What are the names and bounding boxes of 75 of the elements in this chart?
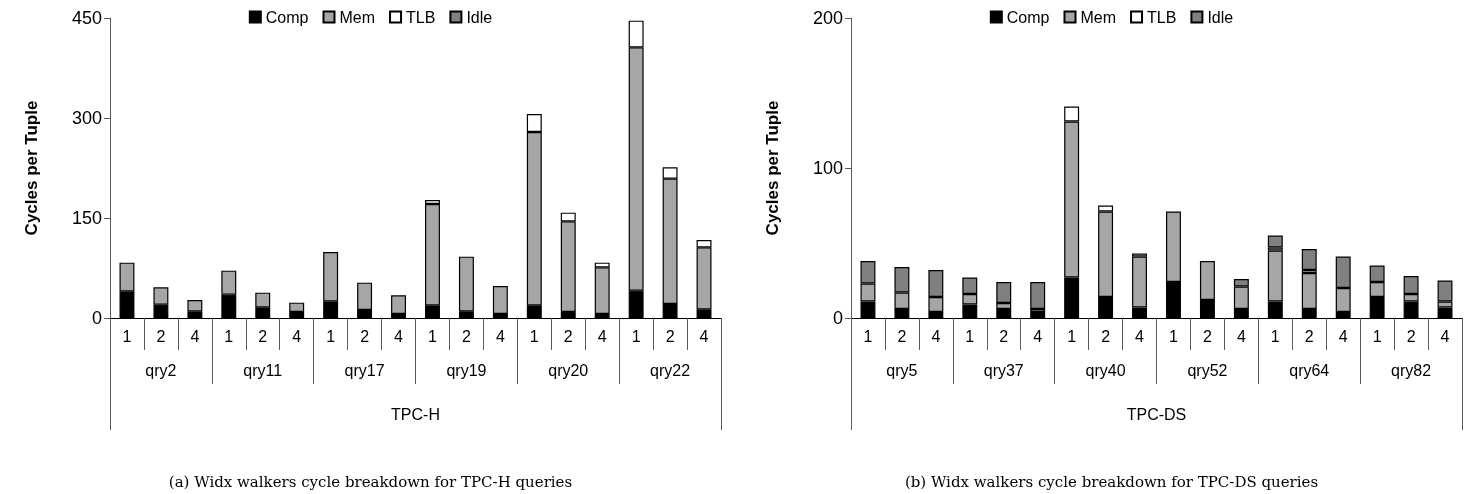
x-tick-label: 4 — [1440, 327, 1450, 345]
x-tick-label: 2 — [999, 327, 1009, 345]
x-tick-label: 4 — [699, 327, 709, 345]
y-tick-label: 150 — [71, 208, 102, 228]
legend-label: Comp — [265, 8, 309, 26]
bar — [492, 286, 508, 314]
text: qry37 — [983, 361, 1024, 379]
x-tick-label: 1 — [1067, 327, 1077, 345]
y-tick-label: 200 — [812, 8, 843, 28]
x-tick-label: 2 — [1406, 327, 1416, 345]
y-axis-title: Cycles per Tuple — [763, 100, 782, 236]
x-tick-label: 4 — [1338, 327, 1348, 345]
text: qry20 — [548, 361, 589, 379]
text: qry22 — [650, 361, 691, 379]
x-tick-label: 2 — [563, 327, 573, 345]
x-tick-label: 4 — [597, 327, 607, 345]
x-tick-label: 4 — [292, 327, 302, 345]
text: qry40 — [1085, 361, 1126, 379]
x-tick-label: 1 — [529, 327, 539, 345]
x-tick-label: 2 — [156, 327, 166, 345]
legend-label: Idle — [1207, 8, 1234, 26]
y-axis-title: Cycles per Tuple — [22, 100, 41, 236]
bar — [594, 267, 610, 314]
legend-label: TLB — [406, 8, 436, 26]
x-tick-label: 4 — [931, 327, 941, 345]
text: qry82 — [1391, 361, 1432, 379]
legend-label: Mem — [1080, 8, 1117, 26]
legend-label: TLB — [1147, 8, 1177, 26]
y-tick-label: 0 — [91, 308, 102, 328]
bar — [1301, 249, 1317, 270]
x-tick-label: 1 — [428, 327, 438, 345]
text: qry17 — [344, 361, 385, 379]
bar — [391, 295, 406, 314]
y-tick-label: 100 — [812, 158, 843, 178]
legend-label: Idle — [466, 8, 493, 26]
x-tick-label: 2 — [360, 327, 370, 345]
x-tick-label: 1 — [326, 327, 336, 345]
x-tick-label: 4 — [190, 327, 200, 345]
text: (b) Widx walkers cycle breakdown for TPC-DS queries — [904, 472, 1319, 491]
x-tick-label: 4 — [1236, 327, 1246, 345]
x-tick-label: 4 — [495, 327, 505, 345]
text: qry19 — [446, 361, 487, 379]
x-tick-label: 4 — [1033, 327, 1043, 345]
text: qry64 — [1289, 361, 1330, 379]
x-axis-title: TPC-H — [391, 405, 440, 423]
text: (a) Widx walkers cycle breakdown for TPC-H queries — [168, 472, 573, 491]
x-tick-label: 2 — [1101, 327, 1111, 345]
x-tick-label: 1 — [122, 327, 132, 345]
y-tick-label: 0 — [832, 308, 843, 328]
x-tick-label: 1 — [631, 327, 641, 345]
text: qry52 — [1187, 361, 1228, 379]
bar — [1267, 235, 1283, 248]
legend-label: Comp — [1006, 8, 1050, 26]
y-tick-label: 450 — [71, 8, 102, 28]
x-tick-label: 2 — [665, 327, 675, 345]
x-tick-label: 2 — [461, 327, 471, 345]
x-tick-label: 1 — [1169, 327, 1179, 345]
x-tick-label: 1 — [863, 327, 873, 345]
text: qry5 — [886, 361, 918, 379]
x-tick-label: 1 — [1270, 327, 1280, 345]
text: qry2 — [145, 361, 177, 379]
x-tick-label: 2 — [258, 327, 268, 345]
x-tick-label: 1 — [224, 327, 234, 345]
x-tick-label: 1 — [965, 327, 975, 345]
x-tick-label: 2 — [1304, 327, 1314, 345]
x-tick-label: 2 — [1202, 327, 1212, 345]
legend-label: Mem — [339, 8, 376, 26]
x-tick-label: 2 — [897, 327, 907, 345]
text: qry11 — [243, 361, 283, 379]
x-tick-label: 4 — [1135, 327, 1145, 345]
x-tick-label: 4 — [394, 327, 404, 345]
x-tick-label: 1 — [1372, 327, 1382, 345]
x-axis-title: TPC-DS — [1126, 405, 1187, 423]
bar — [1030, 282, 1046, 309]
y-tick-label: 300 — [71, 108, 102, 128]
